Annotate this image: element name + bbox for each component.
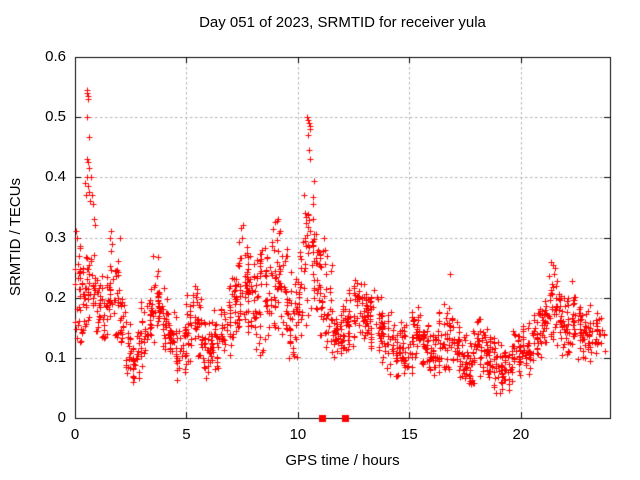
y-tick-label: 0 — [57, 409, 66, 426]
y-tick-label: 0.2 — [45, 288, 66, 306]
y-tick-label: 0.3 — [45, 228, 66, 246]
x-tick-label: 5 — [182, 426, 191, 443]
x-tick-label: 15 — [401, 426, 418, 443]
y-tick-label: 0.5 — [45, 108, 66, 126]
x-tick-label: 10 — [289, 426, 307, 443]
x-axis-label: GPS time / hours — [285, 452, 400, 469]
y-tick-label: 0.1 — [45, 348, 66, 366]
x-tick-label: 0 — [70, 426, 80, 443]
y-tick-label: 0.4 — [45, 168, 66, 186]
chart-title: Day 051 of 2023, SRMTID for receiver yul… — [199, 14, 486, 31]
y-tick-label: 0.6 — [45, 48, 66, 65]
x-tick-label: 20 — [512, 426, 530, 443]
